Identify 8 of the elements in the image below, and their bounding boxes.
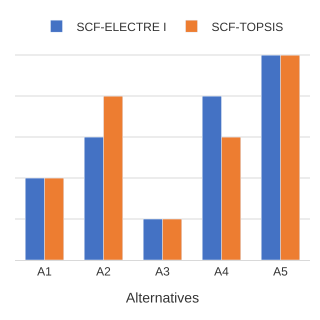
x-tick-label: A3 (155, 264, 170, 278)
x-tick-label: A1 (37, 264, 52, 278)
x-tick-label: A4 (214, 264, 230, 278)
legend-label: SCF-TOPSIS (212, 20, 284, 34)
legend-label: SCF-ELECTRE I (76, 20, 167, 34)
x-axis-title: Alternatives (126, 290, 200, 306)
x-tick-label: A2 (96, 264, 112, 278)
x-tick-label: A5 (273, 264, 288, 278)
